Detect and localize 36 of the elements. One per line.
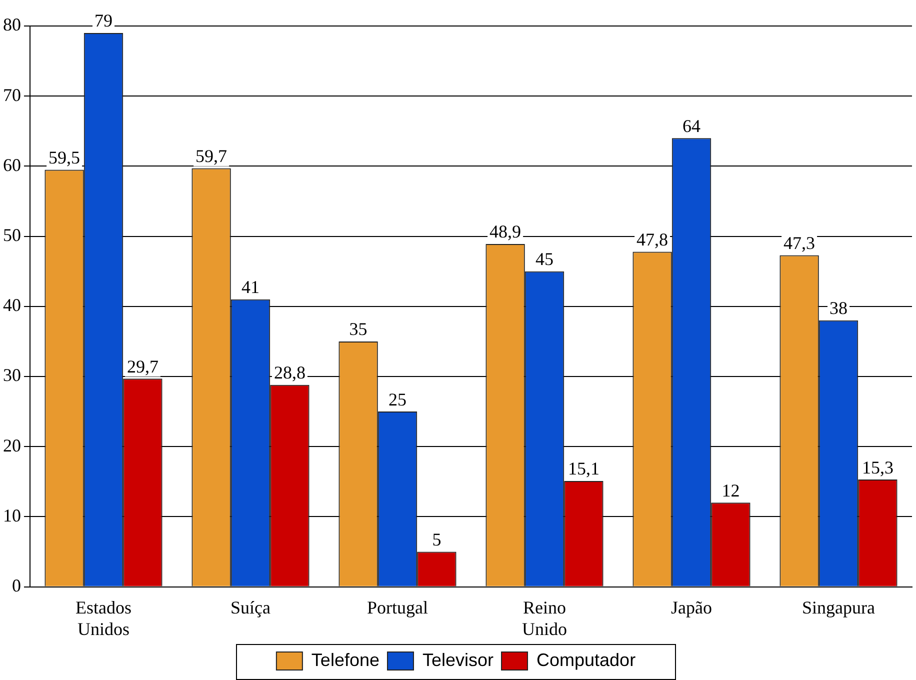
y-tick-label: 40 [3, 295, 21, 316]
data-label: 47,8 [636, 229, 668, 250]
y-tick-label: 30 [3, 365, 21, 386]
data-label: 15,1 [568, 458, 600, 479]
y-tick-label: 50 [3, 225, 21, 246]
data-label: 45 [536, 249, 554, 270]
x-tick-label: Portugal [367, 597, 428, 618]
legend-label: Computador [536, 650, 636, 670]
data-label: 79 [94, 10, 112, 31]
data-label: 48,9 [490, 222, 522, 242]
legend-label: Televisor [422, 650, 494, 670]
data-label: 64 [682, 116, 700, 136]
y-tick-label: 10 [3, 505, 21, 526]
data-label: 59,7 [196, 146, 228, 166]
data-label: 47,3 [784, 232, 816, 253]
data-label: 59,5 [48, 147, 80, 168]
data-label: 5 [432, 529, 442, 550]
y-tick-label: 20 [3, 435, 21, 456]
data-label: 15,3 [862, 457, 894, 478]
y-tick-label: 60 [3, 154, 21, 175]
x-tick-label: Japão [671, 597, 712, 618]
data-label: 38 [830, 298, 848, 318]
data-label: 25 [388, 389, 406, 410]
data-label: 28,8 [274, 362, 306, 383]
x-tick-label: Singapura [802, 597, 876, 618]
x-tick-label: Reino Unido [522, 597, 567, 639]
x-tick-label: Estados Unidos [76, 597, 132, 639]
data-label: 41 [242, 277, 260, 298]
x-tick-label: Suíça [230, 597, 270, 618]
y-tick-label: 0 [12, 576, 21, 596]
legend-label: Telefone [311, 650, 380, 670]
y-tick-label: 70 [3, 84, 21, 105]
data-label: 29,7 [126, 356, 158, 376]
data-label: 12 [722, 480, 740, 500]
data-label: 35 [349, 319, 368, 340]
y-tick-label: 80 [3, 14, 21, 35]
